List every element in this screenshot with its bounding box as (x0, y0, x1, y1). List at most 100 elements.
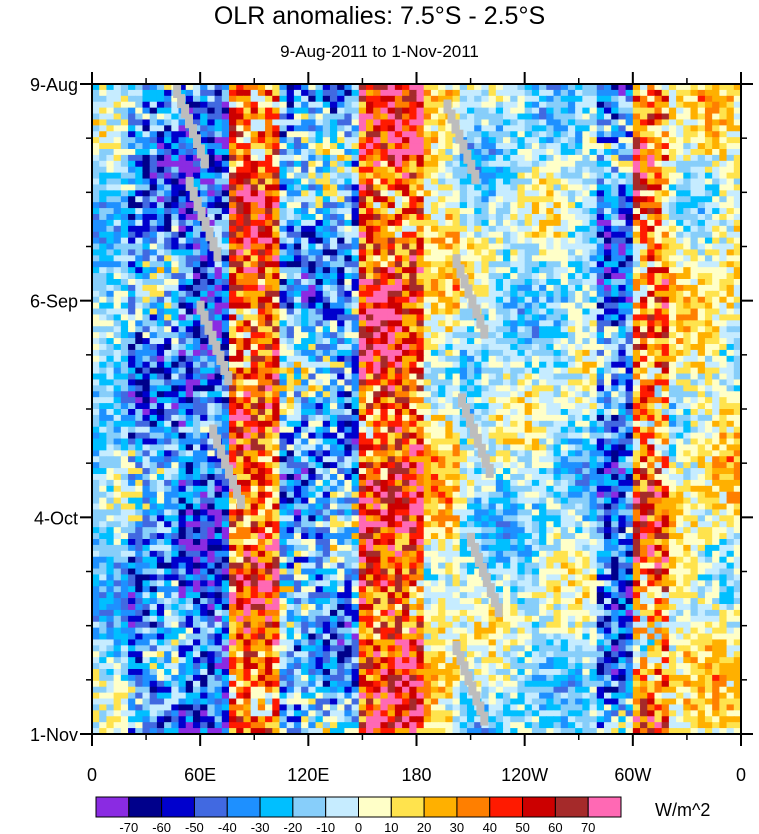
heatmap-cell (524, 149, 533, 156)
heatmap-cell (380, 290, 389, 298)
heatmap-cell (661, 137, 670, 144)
heatmap-cell (733, 332, 742, 339)
heatmap-cell (92, 332, 100, 339)
heatmap-cell (113, 101, 122, 109)
heatmap-cell (272, 403, 281, 410)
heatmap-cell (279, 225, 288, 233)
heatmap-cell (539, 89, 547, 97)
heatmap-cell (575, 119, 583, 126)
heatmap-cell (164, 101, 172, 109)
heatmap-cell (611, 284, 620, 292)
heatmap-cell (106, 119, 115, 126)
heatmap-cell (697, 302, 706, 310)
heatmap-cell (106, 84, 115, 91)
heatmap-cell (192, 101, 201, 109)
heatmap-cell (329, 314, 338, 321)
heatmap-cell (539, 143, 547, 150)
heatmap-cell (394, 296, 403, 304)
heatmap-cell (459, 349, 468, 357)
heatmap-cell (358, 154, 367, 162)
heatmap-cell (618, 344, 627, 351)
heatmap-cell (603, 279, 612, 286)
heatmap-cell (683, 119, 692, 126)
heatmap-cell (546, 344, 555, 351)
heatmap-cell (524, 225, 533, 233)
heatmap-cell (690, 237, 699, 245)
heatmap-cell (120, 290, 129, 298)
heatmap-cell (697, 101, 706, 109)
heatmap-cell (560, 214, 569, 221)
heatmap-cell (366, 190, 374, 197)
heatmap-cell (409, 314, 418, 321)
heatmap-cell (438, 403, 446, 410)
heatmap-cell (503, 166, 511, 174)
heatmap-cell (553, 196, 562, 203)
heatmap-cell (380, 231, 389, 239)
heatmap-cell (567, 89, 576, 97)
heatmap-cell (178, 119, 187, 126)
heatmap-cell (207, 290, 216, 298)
heatmap-cell (178, 397, 187, 404)
heatmap-cell (575, 403, 583, 410)
heatmap-cell (423, 409, 432, 416)
heatmap-cell (474, 385, 482, 392)
heatmap-cell (221, 320, 230, 327)
heatmap-cell (517, 137, 526, 144)
heatmap-cell (272, 101, 281, 109)
heatmap-cell (373, 243, 382, 251)
heatmap-cell (221, 178, 230, 186)
heatmap-cell (156, 125, 165, 132)
heatmap-cell (726, 160, 735, 168)
heatmap-cell (221, 89, 230, 97)
heatmap-cell (366, 326, 374, 333)
heatmap-cell (358, 290, 367, 298)
heatmap-cell (539, 273, 547, 280)
heatmap-cell (668, 89, 677, 97)
heatmap-cell (409, 249, 418, 256)
heatmap-cell (438, 149, 446, 156)
heatmap-cell (546, 385, 555, 392)
heatmap-cell (394, 214, 403, 221)
heatmap-cell (683, 355, 692, 363)
heatmap-cell (171, 125, 180, 132)
heatmap-cell (430, 119, 439, 126)
heatmap-cell (647, 296, 656, 304)
heatmap-cell (373, 225, 382, 233)
heatmap-cell (430, 338, 439, 345)
heatmap-cell (214, 125, 223, 132)
heatmap-cell (329, 196, 338, 203)
heatmap-cell (647, 107, 656, 115)
heatmap-cell (178, 214, 187, 221)
heatmap-cell (106, 125, 115, 132)
heatmap-cell (120, 208, 129, 215)
heatmap-cell (661, 267, 670, 274)
heatmap-cell (647, 214, 656, 221)
heatmap-cell (358, 261, 367, 268)
heatmap-cell (279, 143, 288, 150)
heatmap-cell (402, 403, 410, 410)
heatmap-cell (560, 237, 569, 245)
heatmap-cell (185, 208, 194, 215)
heatmap-cell (373, 314, 382, 321)
heatmap-cell (553, 296, 562, 304)
heatmap-cell (539, 190, 547, 197)
heatmap-cell (503, 208, 511, 215)
heatmap-cell (668, 332, 677, 339)
heatmap-cell (358, 149, 367, 156)
heatmap-cell (380, 184, 389, 191)
heatmap-cell (135, 326, 144, 333)
heatmap-cell (531, 326, 540, 333)
heatmap-cell (640, 202, 648, 209)
heatmap-cell (265, 279, 273, 286)
heatmap-cell (676, 367, 684, 375)
heatmap-cell (279, 190, 288, 197)
heatmap-cell (668, 149, 677, 156)
heatmap-cell (214, 397, 223, 404)
heatmap-cell (293, 261, 302, 268)
heatmap-cell (524, 202, 533, 209)
heatmap-cell (380, 196, 389, 203)
heatmap-cell (683, 137, 692, 144)
heatmap-cell (697, 290, 706, 298)
heatmap-cell (625, 267, 634, 274)
heatmap-cell (510, 255, 519, 262)
